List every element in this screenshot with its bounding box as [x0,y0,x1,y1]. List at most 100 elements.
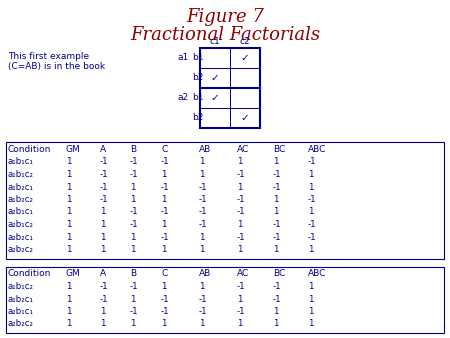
Text: 1: 1 [66,245,72,254]
Text: -1: -1 [130,208,139,217]
Text: -1: -1 [130,307,139,316]
Text: -1: -1 [100,183,108,192]
Text: -1: -1 [273,294,282,304]
Text: 1: 1 [130,195,135,204]
Text: b2: b2 [192,114,203,122]
Text: A: A [100,145,106,154]
Text: a₁b₂c₂: a₁b₂c₂ [8,195,34,204]
Text: -1: -1 [237,208,246,217]
Text: 1: 1 [308,183,314,192]
Text: Condition: Condition [8,145,51,154]
Text: 1: 1 [66,220,72,229]
Text: 1: 1 [308,282,314,291]
Text: 1: 1 [100,208,105,217]
Text: B: B [130,269,136,279]
Text: 1: 1 [237,220,243,229]
Text: -1: -1 [130,220,139,229]
Text: -1: -1 [237,307,246,316]
Text: Figure 7: Figure 7 [186,8,264,26]
Text: a₂b₁c₁: a₂b₁c₁ [8,208,34,217]
Text: BC: BC [273,269,285,279]
Text: (C=AB) is in the book: (C=AB) is in the book [8,62,105,71]
Text: 1: 1 [199,282,204,291]
Text: 1: 1 [237,245,243,254]
Text: 1: 1 [161,319,166,329]
Text: -1: -1 [237,170,246,179]
Text: ABC: ABC [308,269,326,279]
Text: AB: AB [199,145,211,154]
Text: 1: 1 [100,233,105,241]
Text: 1: 1 [130,183,135,192]
Text: a₁b₂c₁: a₁b₂c₁ [8,294,34,304]
Text: 1: 1 [273,245,279,254]
Text: 1: 1 [66,183,72,192]
Text: b1: b1 [192,53,203,63]
Text: 1: 1 [237,294,243,304]
Bar [200,88,230,108]
Bar [200,48,260,128]
Text: 1: 1 [273,307,279,316]
Text: -1: -1 [237,282,246,291]
Text: -1: -1 [100,158,108,167]
Bar [230,68,260,88]
Text: ABC: ABC [308,145,326,154]
Text: -1: -1 [199,307,207,316]
Text: 1: 1 [100,245,105,254]
Text: 1: 1 [199,170,204,179]
Text: 1: 1 [100,319,105,329]
Bar [6,266,444,333]
Text: 1: 1 [273,208,279,217]
Text: 1: 1 [66,195,72,204]
Text: GM: GM [66,145,81,154]
Text: C: C [161,145,167,154]
Text: -1: -1 [308,158,317,167]
Text: 1: 1 [199,245,204,254]
Text: 1: 1 [199,158,204,167]
Text: A: A [100,269,106,279]
Text: 1: 1 [66,170,72,179]
Text: a₂b₂c₁: a₂b₂c₁ [8,233,34,241]
Text: -1: -1 [161,233,170,241]
Text: 1: 1 [161,282,166,291]
Text: ✓: ✓ [211,73,220,83]
Text: 1: 1 [66,208,72,217]
Text: -1: -1 [161,208,170,217]
Text: ✓: ✓ [211,93,220,103]
Text: AC: AC [237,269,249,279]
Text: 1: 1 [237,158,243,167]
Text: -1: -1 [199,220,207,229]
Text: -1: -1 [199,183,207,192]
Text: -1: -1 [273,170,282,179]
Text: AB: AB [199,269,211,279]
Text: -1: -1 [273,220,282,229]
Text: a₁b₁c₂: a₁b₁c₂ [8,170,34,179]
Text: -1: -1 [100,170,108,179]
Text: -1: -1 [130,282,139,291]
Text: a₂b₁c₁: a₂b₁c₁ [8,307,34,316]
Text: a₂b₂c₂: a₂b₂c₂ [8,319,34,329]
Text: a2: a2 [178,94,189,102]
Text: a₂b₂c₂: a₂b₂c₂ [8,245,34,254]
Text: b1: b1 [192,94,203,102]
Text: 1: 1 [100,307,105,316]
Text: 1: 1 [66,282,72,291]
Text: Condition: Condition [8,269,51,279]
Text: -1: -1 [199,294,207,304]
Text: B: B [130,145,136,154]
Text: C: C [161,269,167,279]
Text: -1: -1 [273,282,282,291]
Bar [230,88,260,108]
Text: 1: 1 [161,170,166,179]
Text: 1: 1 [66,158,72,167]
Text: 1: 1 [237,319,243,329]
Text: 1: 1 [130,233,135,241]
Text: -1: -1 [100,282,108,291]
Bar [200,48,230,68]
Text: AC: AC [237,145,249,154]
Text: 1: 1 [66,294,72,304]
Text: 1: 1 [199,233,204,241]
Text: 1: 1 [273,319,279,329]
Text: 1: 1 [237,183,243,192]
Text: 1: 1 [308,294,314,304]
Text: 1: 1 [308,170,314,179]
